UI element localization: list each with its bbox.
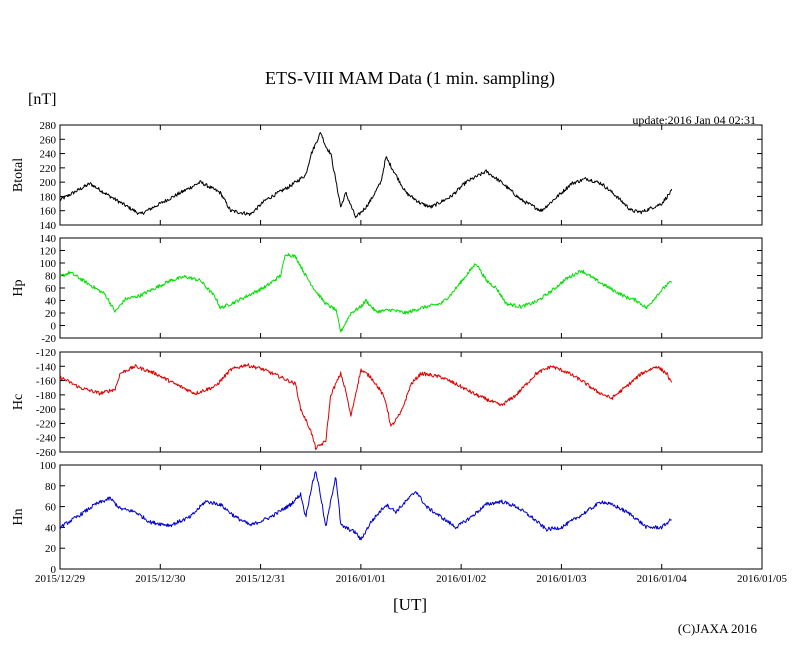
unit-label: [nT] — [28, 91, 56, 108]
y-tick-label: -200 — [36, 404, 57, 416]
y-tick-label: 120 — [40, 246, 57, 258]
x-tick-label: 2015/12/30 — [135, 573, 186, 585]
y-tick-label: 60 — [45, 502, 57, 514]
x-axis-label: [UT] — [393, 595, 427, 614]
y-tick-label: 140 — [40, 233, 57, 245]
y-tick-label: 40 — [45, 296, 57, 308]
y-tick-label: 100 — [40, 460, 57, 472]
y-tick-label: -120 — [36, 347, 57, 359]
y-tick-label: -220 — [36, 418, 57, 430]
copyright-label: (C)JAXA 2016 — [678, 621, 758, 636]
y-tick-label: 80 — [45, 481, 57, 493]
panel-frame — [59, 237, 763, 339]
y-tick-label: 80 — [45, 271, 57, 283]
x-tick-label: 2016/01/04 — [637, 573, 688, 585]
y-tick-label: 0 — [51, 321, 57, 333]
y-tick-label: -140 — [36, 361, 57, 373]
y-axis-label: Hc — [11, 394, 26, 410]
x-tick-label: 2016/01/03 — [536, 573, 587, 585]
y-tick-label: 180 — [40, 191, 57, 203]
y-tick-label: 100 — [40, 258, 57, 270]
x-tick-label: 2016/01/02 — [436, 573, 486, 585]
y-tick-label: -20 — [41, 333, 56, 345]
y-tick-label: 40 — [45, 522, 57, 534]
y-tick-label: -160 — [36, 376, 57, 388]
y-tick-label: 240 — [40, 149, 57, 161]
y-tick-label: 280 — [40, 120, 57, 132]
x-axis-ticks: 2015/12/29 2015/12/30 2015/12/31 2016/01/01… — [35, 125, 788, 585]
y-tick-label: 20 — [45, 308, 57, 320]
y-tick-label: 140 — [40, 220, 57, 232]
series-line-hc — [59, 363, 673, 450]
update-label: update:2016 Jan 04 02:31 — [632, 113, 756, 127]
y-tick-label: 60 — [45, 283, 57, 295]
y-axis-label: Hp — [11, 279, 26, 296]
panel-hc: -260 -240 -220 -200 -180 -160 -140 -120 Hc — [11, 347, 763, 459]
y-tick-label: 200 — [40, 177, 57, 189]
series-line-btotal — [59, 132, 673, 219]
y-tick-label: -180 — [36, 390, 57, 402]
y-tick-label: 20 — [45, 543, 57, 555]
x-tick-label: 2016/01/05 — [737, 573, 788, 585]
panel-frame — [59, 124, 763, 226]
y-tick-label: -240 — [36, 433, 57, 445]
panel-frame — [59, 351, 763, 453]
x-tick-label: 2015/12/29 — [35, 573, 86, 585]
y-tick-label: 160 — [40, 206, 57, 218]
y-tick-label: 0 — [51, 564, 57, 576]
series-line-hn — [59, 471, 672, 541]
series-line-hp — [59, 253, 673, 333]
y-tick-label: 260 — [40, 134, 57, 146]
panel-frame — [59, 464, 763, 570]
y-tick-label: -260 — [36, 447, 57, 459]
panel-btotal: 140 160 180 200 220 240 260 280 Btotal — [11, 120, 763, 232]
y-axis-label: Btotal — [11, 158, 26, 192]
x-tick-label: 2015/12/31 — [236, 573, 286, 585]
x-tick-label: 2016/01/01 — [336, 573, 386, 585]
y-tick-label: 220 — [40, 163, 57, 175]
panel-hn: 0 20 40 60 80 100 Hn — [11, 460, 763, 576]
chart-title: ETS-VIII MAM Data (1 min. sampling) — [265, 68, 555, 89]
y-axis-label: Hn — [11, 508, 26, 525]
